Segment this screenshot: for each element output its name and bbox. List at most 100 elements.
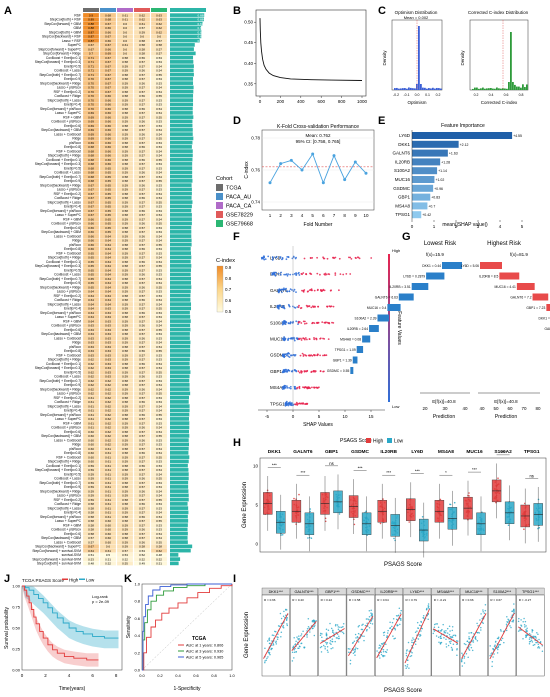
row-label: plsRcox bbox=[69, 345, 81, 349]
heatmap-row: Enet[α=0.8] 0.63 0.63 0.58 0.56 0.55 0.590 bbox=[64, 348, 205, 353]
mean-bar-value: 0.580 bbox=[197, 460, 205, 464]
mean-bar bbox=[170, 315, 191, 319]
i-point bbox=[530, 634, 532, 636]
i-point bbox=[356, 635, 359, 638]
heatmap-cell-value: 0.64 bbox=[105, 247, 111, 251]
heatmap-cell-value: 0.61 bbox=[105, 489, 111, 493]
heatmap-cell-value: 0.61 bbox=[105, 515, 111, 519]
i-facet: TPSG1***R = -0.27 bbox=[516, 587, 545, 677]
row-label: Lasso + plsRcox bbox=[57, 86, 82, 90]
d-x-tick: 5 bbox=[311, 213, 314, 218]
f-colorbar-label: Feature Values bbox=[396, 311, 402, 345]
k-y-tick: 0.2 bbox=[134, 650, 140, 655]
heatmap-cell-value: 0.59 bbox=[122, 324, 128, 328]
g-right-tick: 60 bbox=[507, 406, 513, 411]
heatmap-cell-value: 0.66 bbox=[88, 222, 94, 226]
heatmap-row: StepCox[forward] + Enet[α=0.3] 0.68 0.66 0.… bbox=[35, 161, 205, 166]
i-point bbox=[468, 636, 470, 638]
heatmap-cell-value: 0.57 bbox=[139, 205, 145, 209]
heatmap-cell-value: 0.57 bbox=[139, 536, 145, 540]
c-right-tick: 0.6 bbox=[504, 93, 509, 97]
i-point bbox=[513, 603, 515, 605]
heatmap-row: Enet[α=0.5] 0.62 0.63 0.59 0.57 0.55 0.592 bbox=[64, 369, 205, 374]
heatmap-cell-value: 0.54 bbox=[156, 515, 162, 519]
mean-bar bbox=[170, 531, 188, 536]
i-point bbox=[452, 643, 455, 645]
heatmap-cell-value: 0.56 bbox=[139, 540, 145, 544]
heatmap-cell-value: 0.63 bbox=[88, 349, 94, 353]
f-shap-point bbox=[289, 387, 292, 390]
g-left-label: IL20RB = 3.51 bbox=[390, 285, 411, 289]
mean-bar bbox=[170, 106, 193, 111]
mean-bar bbox=[170, 221, 192, 226]
mean-bar bbox=[170, 463, 188, 468]
heatmap-cell-value: 0.63 bbox=[105, 324, 111, 328]
f-shap-point bbox=[329, 289, 332, 292]
heatmap-cell-value: 0.58 bbox=[88, 502, 94, 506]
f-shap-point bbox=[298, 304, 300, 307]
i-point bbox=[286, 624, 289, 627]
i-point bbox=[493, 645, 496, 648]
heatmap-cell-value: 0.56 bbox=[139, 81, 145, 85]
h-legend-low-swatch bbox=[387, 438, 392, 443]
heatmap-cell-value: 0.53 bbox=[156, 145, 162, 149]
i-point bbox=[361, 624, 363, 626]
heatmap-cell-value: 0.6 bbox=[123, 30, 128, 34]
heatmap-cell-value: 0.65 bbox=[105, 166, 111, 170]
heatmap-cell-value: 0.61 bbox=[88, 409, 94, 413]
i-point bbox=[482, 609, 484, 611]
heatmap-cell-value: 0.59 bbox=[122, 375, 128, 379]
f-shap-point bbox=[280, 271, 282, 274]
heatmap-cell-value: 0.61 bbox=[105, 451, 111, 455]
f-shap-point bbox=[301, 289, 303, 292]
row-label: Enet[α=0.5] bbox=[64, 370, 81, 374]
i-point bbox=[309, 631, 311, 633]
h-point-high bbox=[495, 501, 497, 504]
row-label: CoxBoost + plsRcox bbox=[51, 528, 81, 532]
j-y-tick: 0.75 bbox=[12, 605, 21, 610]
heatmap-cell-value: 0.56 bbox=[139, 260, 145, 264]
heatmap-cell-value: 0.6 bbox=[140, 35, 145, 39]
mean-bar-value: 0.588 bbox=[197, 311, 205, 315]
heatmap-cell-value: 0.62 bbox=[88, 370, 94, 374]
d-fold-line bbox=[269, 153, 367, 185]
mean-bar bbox=[170, 162, 193, 166]
f-shap-point bbox=[304, 403, 307, 405]
heatmap-cell-value: 0.70 bbox=[88, 86, 94, 90]
mean-bar-value: 0.610 bbox=[197, 103, 205, 107]
heatmap-cell-value: 0.61 bbox=[105, 494, 111, 498]
c-right-bar bbox=[476, 87, 478, 90]
f-shap-point bbox=[316, 353, 319, 356]
f-shap-point bbox=[282, 306, 285, 309]
heatmap-row: Enet[α=0.5] 0.68 0.65 0.59 0.57 0.53 0.604 bbox=[64, 165, 205, 170]
i-point bbox=[330, 627, 333, 630]
i-point bbox=[400, 609, 402, 612]
g-left-bar bbox=[426, 272, 445, 280]
heatmap-row: Enet[α=0.9] 0.70 0.67 0.58 0.57 0.53 0.610 bbox=[64, 76, 205, 81]
heatmap-cell bbox=[133, 561, 151, 566]
mean-bar bbox=[170, 179, 193, 183]
f-shap-point bbox=[307, 386, 310, 389]
mean-bar-value: 0.598 bbox=[197, 285, 205, 289]
i-point bbox=[272, 643, 274, 645]
heatmap-cell-value: 0.70 bbox=[88, 94, 94, 98]
j-plot-frame bbox=[21, 585, 123, 671]
f-shap-point bbox=[300, 371, 303, 374]
heatmap-cell-value: 0.54 bbox=[156, 90, 162, 94]
b-y-tick-label: 0.45 bbox=[244, 40, 253, 45]
c-right-bar bbox=[486, 88, 488, 90]
mean-bar bbox=[170, 553, 179, 557]
heatmap-row: RSF + Enet[α=0.2] 0.67 0.65 0.58 0.57 0.54 0.6… bbox=[54, 191, 205, 196]
b-x-tick-label: 600 bbox=[317, 99, 325, 104]
heatmap-cell-value: 0.57 bbox=[156, 39, 162, 43]
heatmap-cell-value: 0.59 bbox=[122, 523, 128, 527]
heatmap-cell-value: 0.63 bbox=[105, 345, 111, 349]
i-point bbox=[306, 634, 308, 636]
row-label: StepCox[backward] + Ridge bbox=[40, 387, 81, 391]
f-shap-point bbox=[294, 307, 297, 309]
i-r-label: R = -0.27 bbox=[519, 598, 532, 602]
mean-bar bbox=[170, 497, 189, 502]
heatmap-row: Lasso + plsRcox 0.59 0.61 0.59 0.57 0.54 0.580 bbox=[57, 493, 205, 498]
i-point bbox=[498, 644, 501, 646]
